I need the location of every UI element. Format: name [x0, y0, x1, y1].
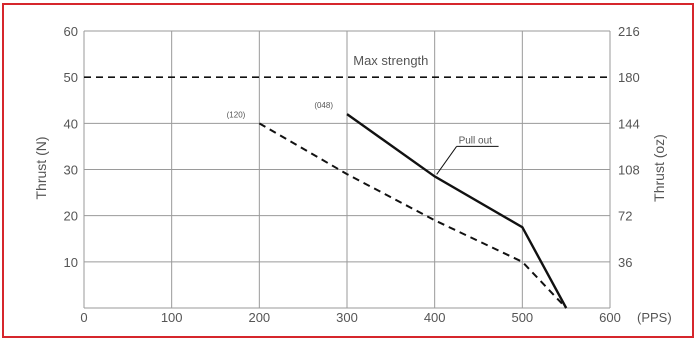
annotations: Pull out (120) (048)	[227, 101, 499, 175]
grid	[83, 30, 611, 309]
y-tick-label: 50	[64, 70, 78, 85]
x-tick-label: 300	[336, 310, 358, 325]
y-tick-label: 10	[64, 255, 78, 270]
max-strength-label: Max strength	[353, 53, 428, 68]
dashed-thrust-line	[258, 122, 567, 309]
tick-labels: 0 100 200 300 400 500 600 10 36 20 72 30 108 40 144 50 1…	[64, 24, 640, 325]
pull-out-leader	[436, 146, 457, 175]
y-tick-label: 20	[64, 209, 78, 224]
y2-tick-label: 36	[618, 255, 632, 270]
point-annotation: (120)	[227, 110, 246, 119]
x-tick-label: 200	[248, 310, 270, 325]
y2-tick-label: 216	[618, 24, 640, 39]
y2-tick-label: 144	[618, 116, 640, 131]
y2-tick-label: 108	[618, 163, 640, 178]
x-axis-unit-label: (PPS)	[637, 310, 672, 325]
reference-lines: Max strength	[84, 53, 610, 78]
y-tick-label: 30	[64, 163, 78, 178]
y-axis-label: Thrust (N)	[33, 137, 49, 200]
x-tick-label: 600	[599, 310, 621, 325]
y2-tick-label: 180	[618, 70, 640, 85]
pull-out-line	[346, 113, 568, 309]
y-tick-label: 40	[64, 116, 78, 131]
y2-tick-label: 72	[618, 209, 632, 224]
x-tick-label: 500	[511, 310, 533, 325]
series-lines	[258, 113, 568, 309]
y2-axis-label: Thrust (oz)	[651, 134, 667, 202]
x-tick-label: 400	[424, 310, 446, 325]
x-tick-label: 0	[80, 310, 87, 325]
pull-out-label: Pull out	[459, 135, 493, 146]
y-tick-label: 60	[64, 24, 78, 39]
x-tick-label: 100	[161, 310, 183, 325]
point-annotation: (048)	[314, 101, 333, 110]
labels: Thrust (N) Thrust (oz) (PPS)	[33, 134, 672, 325]
chart-frame	[2, 3, 694, 338]
